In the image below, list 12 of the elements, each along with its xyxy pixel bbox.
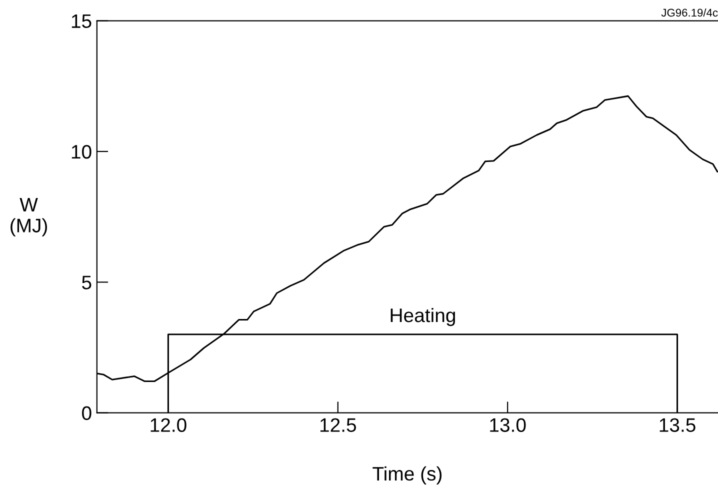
y-axis-title: W (MJ) — [10, 198, 48, 236]
y-tick-label: 10 — [72, 144, 92, 159]
x-axis-title: Time (s) — [372, 466, 442, 484]
annotation: Heating — [390, 308, 455, 326]
x-tick-label: 12.5 — [320, 418, 356, 432]
x-tick-label: 13.0 — [490, 418, 526, 432]
y-tick-label: 0 — [82, 406, 92, 420]
text: JG96.19/4c — [661, 8, 718, 17]
x-tick-label: 13.5 — [660, 418, 696, 432]
y-tick-label: 15 — [72, 14, 92, 28]
x-tick-label: 12.0 — [150, 418, 186, 432]
y-tick-label: 5 — [82, 276, 92, 290]
